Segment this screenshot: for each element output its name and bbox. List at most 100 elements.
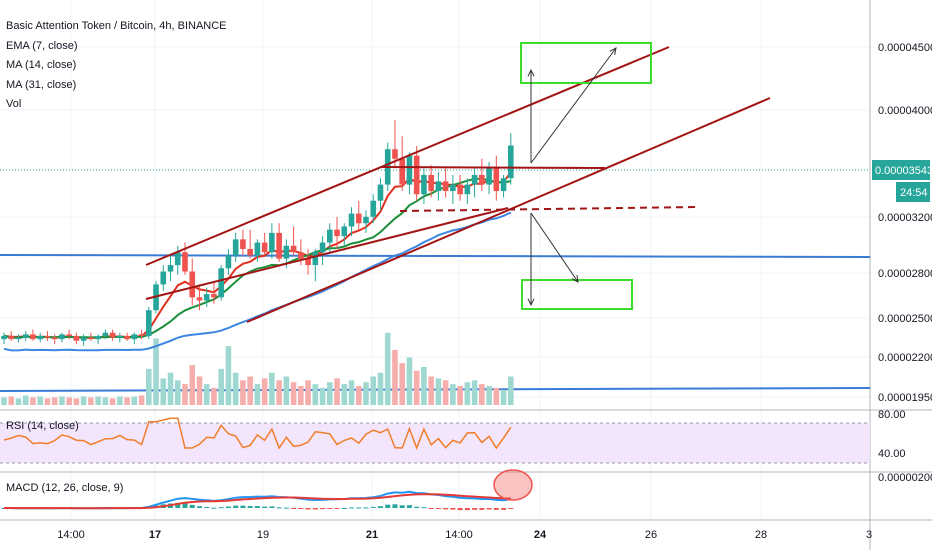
time-tick-label: 3: [866, 529, 872, 541]
candle: [377, 178, 384, 211]
price-tick-label: 0.00004500: [878, 42, 932, 54]
volume-bar: [261, 378, 268, 405]
candle-body: [44, 335, 51, 338]
candle: [73, 332, 80, 344]
macd-histogram-bar: [399, 505, 405, 508]
volume-bar: [153, 338, 159, 405]
volume-bar: [450, 384, 456, 405]
candle-body: [370, 200, 377, 217]
volume-bar: [189, 365, 196, 405]
candle-body: [124, 335, 130, 340]
volume-bar: [15, 398, 22, 405]
volume-bar: [102, 397, 109, 405]
legend-ma31: MA (31, close): [6, 78, 77, 91]
volume-bar: [225, 346, 232, 405]
candle: [66, 329, 72, 340]
candle-body: [88, 337, 94, 340]
candle: [138, 329, 145, 340]
macd-histogram-bar: [479, 508, 485, 510]
projection-arrow-head: [609, 47, 617, 55]
volume-bar: [182, 384, 188, 405]
candle: [15, 334, 22, 343]
price-axis: 0.00004500 0.00004000 0.00003200 0.00002800…: [878, 42, 932, 404]
current-price-badge: [872, 160, 930, 180]
candle-body: [102, 332, 109, 336]
time-tick-label: 14:00: [445, 529, 473, 541]
time-tick-label: 19: [257, 529, 269, 541]
volume-bar: [73, 398, 80, 405]
volume-bar: [254, 384, 261, 405]
volume-bar: [348, 380, 355, 405]
macd-histogram-bar: [363, 507, 369, 509]
price-tick-label: 0.00001950: [878, 392, 932, 404]
volume-bar: [211, 387, 217, 405]
volume-bar: [30, 397, 36, 405]
volume-bar: [80, 396, 87, 405]
volume-bar: [305, 380, 311, 405]
candle: [341, 223, 348, 246]
volume-bar: [486, 386, 492, 405]
candle: [80, 334, 87, 346]
candle: [450, 174, 456, 204]
support-level-line: [0, 254, 870, 258]
candle-body: [377, 184, 384, 201]
candle: [88, 332, 94, 341]
macd-histogram-bar: [225, 506, 231, 508]
candle-body: [428, 174, 434, 192]
volume-bar: [500, 389, 507, 405]
rsi-band: [0, 423, 870, 463]
volume-bar: [174, 380, 181, 405]
candle-body: [73, 335, 80, 341]
volume-bar: [341, 384, 348, 405]
macd-histogram-bar: [298, 508, 304, 509]
volume-bar: [457, 386, 463, 405]
volume-bar: [196, 376, 203, 405]
horizontal-levels: [0, 169, 870, 392]
projection-arrow-head: [571, 275, 579, 283]
upper-target-box: [520, 42, 652, 84]
candle-body: [413, 155, 420, 195]
macd-histogram-bar: [493, 508, 499, 510]
candle-body: [174, 252, 181, 266]
projection-arrow-head: [527, 298, 535, 307]
timer-text: 24:54: [900, 187, 928, 199]
candle-body: [276, 232, 282, 259]
trend-drawings: [145, 42, 771, 323]
time-tick-label: 28: [755, 529, 767, 541]
candle-body: [319, 242, 326, 253]
candle: [479, 158, 485, 192]
macd-histogram-bar: [269, 506, 275, 508]
candle-body: [327, 229, 333, 243]
macd-histogram-bar: [414, 506, 420, 508]
dashed-level-line: [399, 206, 698, 212]
candle: [348, 207, 355, 237]
volume-bar: [384, 332, 391, 405]
candle: [269, 223, 275, 259]
macd-histogram-bar: [204, 507, 210, 509]
candle-body: [305, 258, 311, 266]
macd-histogram-bar: [435, 508, 441, 509]
candle: [276, 223, 282, 262]
candle: [146, 306, 152, 340]
candle-body: [117, 335, 123, 338]
volume-bar: [479, 384, 485, 405]
candle-body: [240, 239, 246, 249]
time-tick-label: 24: [534, 529, 547, 541]
macd-pane: 0.00000200: [1, 469, 932, 511]
macd-histogram-bar: [233, 505, 239, 508]
candle-body: [442, 181, 449, 192]
volume-bar: [51, 397, 58, 405]
macd-histogram-bar: [327, 508, 333, 509]
candle-body: [22, 334, 29, 338]
time-axis: 14:00 17 19 21 14:00 24 26 28 3: [57, 529, 872, 541]
volume-bar: [406, 357, 413, 405]
candle-body: [160, 271, 167, 285]
candle-body: [203, 294, 210, 301]
candle-body: [450, 184, 456, 192]
volume-bar: [442, 380, 449, 405]
candle-body: [464, 184, 471, 195]
macd-histogram-bar: [356, 507, 362, 509]
volume-bar: [37, 396, 43, 405]
volume-bar: [8, 396, 15, 405]
